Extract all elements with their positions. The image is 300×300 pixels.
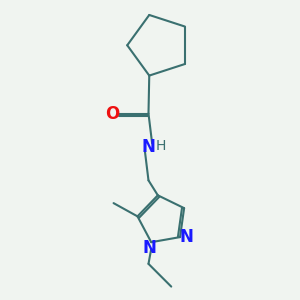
Text: O: O <box>105 105 119 123</box>
Text: N: N <box>142 138 155 156</box>
Text: H: H <box>156 139 166 153</box>
Text: N: N <box>143 239 157 257</box>
Text: N: N <box>180 228 194 246</box>
